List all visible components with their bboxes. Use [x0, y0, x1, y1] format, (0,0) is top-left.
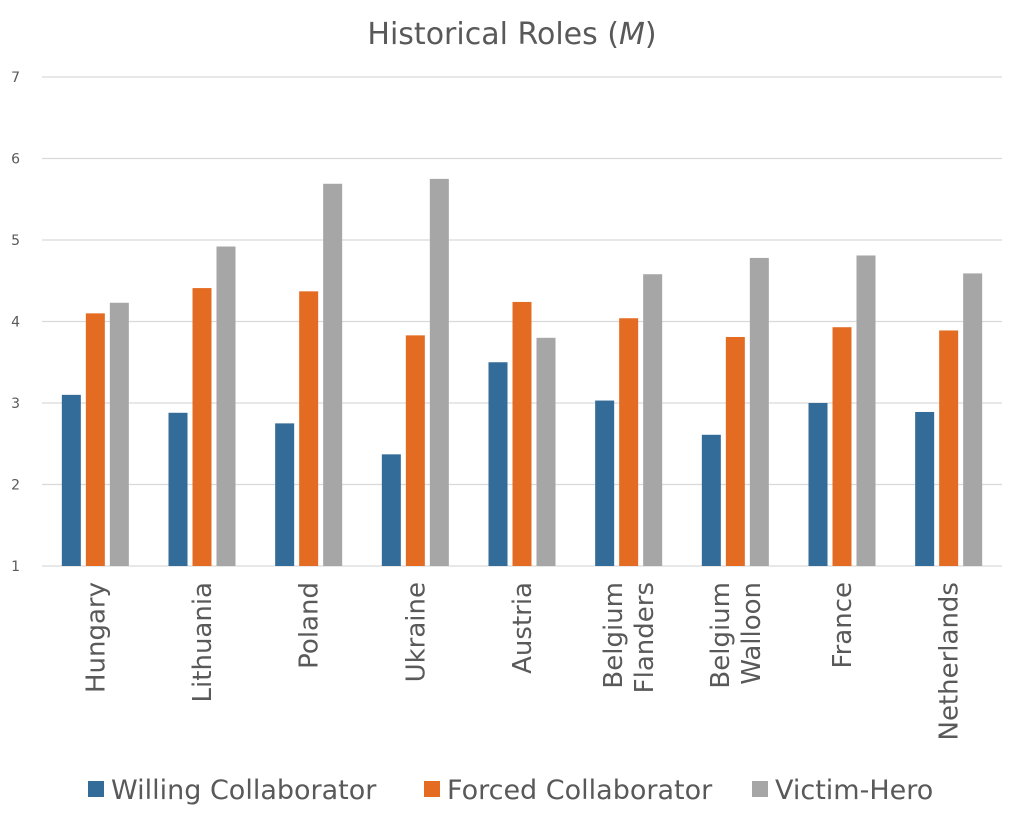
x-tick-label: Walloon	[737, 582, 767, 685]
bar	[61, 394, 81, 566]
bar	[832, 327, 852, 566]
bar	[963, 273, 983, 566]
bar	[512, 301, 532, 566]
y-tick-label: 2	[11, 478, 20, 494]
bar	[299, 291, 319, 566]
bar	[701, 434, 721, 566]
x-tick-label: Netherlands	[935, 582, 965, 741]
bar	[109, 302, 129, 566]
bar	[275, 423, 295, 566]
bar	[619, 318, 639, 566]
x-tick-label: Poland	[295, 582, 325, 669]
bar	[429, 178, 449, 566]
x-tick-label: Belgium	[706, 582, 736, 689]
bar	[216, 246, 236, 566]
bar	[856, 255, 876, 567]
x-tick-label: Belgium	[599, 582, 629, 689]
bar	[168, 412, 188, 566]
bar	[643, 274, 663, 566]
y-tick-label: 4	[11, 315, 20, 331]
x-tick-label: Ukraine	[401, 582, 431, 682]
y-tick-label: 7	[11, 70, 20, 86]
bar	[749, 257, 769, 566]
y-tick-label: 5	[11, 233, 20, 249]
legend-swatch	[752, 781, 768, 797]
x-axis-labels: Hungary Lithuania Poland Ukraine Austria Belg…	[81, 582, 964, 741]
bar	[381, 454, 401, 566]
bar	[323, 183, 343, 566]
y-axis-ticks: 1 2 3 4 5 6 7	[11, 70, 20, 575]
bar	[915, 411, 935, 566]
y-tick-label: 6	[11, 152, 20, 168]
bar	[405, 335, 425, 566]
bar	[808, 403, 828, 566]
bar	[725, 336, 745, 566]
bar	[85, 313, 105, 566]
legend-label: Willing Collaborator	[111, 775, 377, 806]
legend-swatch	[88, 781, 104, 797]
bar	[536, 337, 556, 566]
legend-label: Forced Collaborator	[447, 775, 713, 806]
bar	[488, 362, 508, 566]
x-tick-label: Hungary	[81, 582, 111, 693]
bar	[595, 400, 615, 566]
legend-label: Victim-Hero	[775, 775, 933, 806]
bars	[61, 178, 983, 567]
bar	[192, 288, 212, 566]
x-tick-label: France	[828, 582, 858, 668]
x-tick-label: Lithuania	[188, 582, 218, 702]
x-tick-label: Austria	[508, 582, 538, 674]
x-tick-label: Flanders	[630, 582, 660, 693]
legend: Willing Collaborator Forced Collaborator V…	[88, 775, 933, 806]
bar	[939, 330, 959, 566]
chart-title: Historical Roles (M)	[367, 17, 656, 52]
y-tick-label: 3	[11, 396, 20, 412]
y-tick-label: 1	[11, 559, 20, 575]
legend-swatch	[424, 781, 440, 797]
